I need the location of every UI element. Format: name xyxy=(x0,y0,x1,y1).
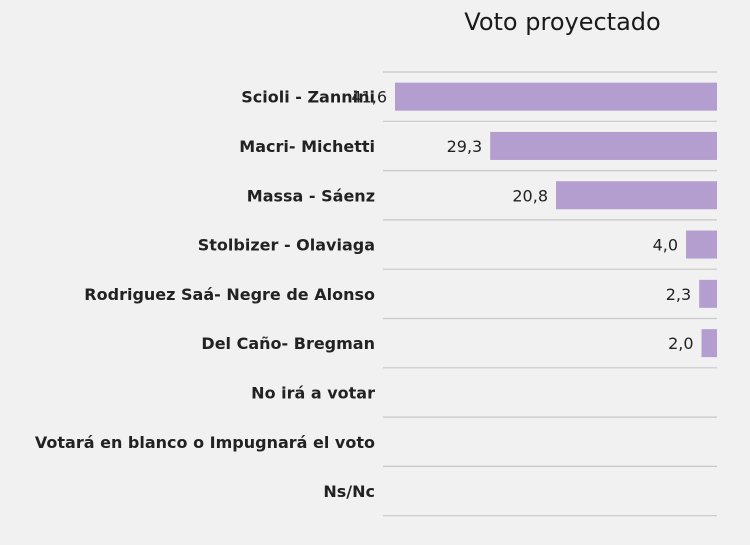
chart-title: Voto proyectado xyxy=(464,8,661,36)
bar-rodriguez-saa-negre-de-alonso xyxy=(699,279,717,308)
value-label-stolbizer-olaviaga: 4,0 xyxy=(653,236,678,255)
category-label-rodriguez-saa-negre-de-alonso: Rodriguez Saá- Negre de Alonso xyxy=(84,285,375,304)
category-label-votara-en-blanco-o-impugnara-el-voto: Votará en blanco o Impugnará el voto xyxy=(35,433,375,452)
value-label-massa-saenz: 20,8 xyxy=(512,186,548,205)
bar-macri-michetti xyxy=(490,131,717,160)
category-label-no-ira-a-votar: No irá a votar xyxy=(251,383,375,402)
category-label-macri-michetti: Macri- Michetti xyxy=(239,137,375,156)
value-label-macri-michetti: 29,3 xyxy=(447,137,483,156)
value-label-rodriguez-saa-negre-de-alonso: 2,3 xyxy=(666,285,691,304)
bar-massa-saenz xyxy=(556,181,717,210)
value-label-scioli-zannini: 41,6 xyxy=(351,88,387,107)
bar-stolbizer-olaviaga xyxy=(686,230,717,259)
bar-del-cano-bregman xyxy=(701,329,717,358)
category-label-scioli-zannini: Scioli - Zannini xyxy=(241,88,375,107)
category-label-massa-saenz: Massa - Sáenz xyxy=(247,186,375,205)
category-label-del-cano-bregman: Del Caño- Bregman xyxy=(201,334,375,353)
category-label-stolbizer-olaviaga: Stolbizer - Olaviaga xyxy=(198,236,375,255)
value-label-del-cano-bregman: 2,0 xyxy=(668,334,693,353)
category-label-ns-nc: Ns/Nc xyxy=(323,482,375,501)
bar-scioli-zannini xyxy=(395,82,717,111)
